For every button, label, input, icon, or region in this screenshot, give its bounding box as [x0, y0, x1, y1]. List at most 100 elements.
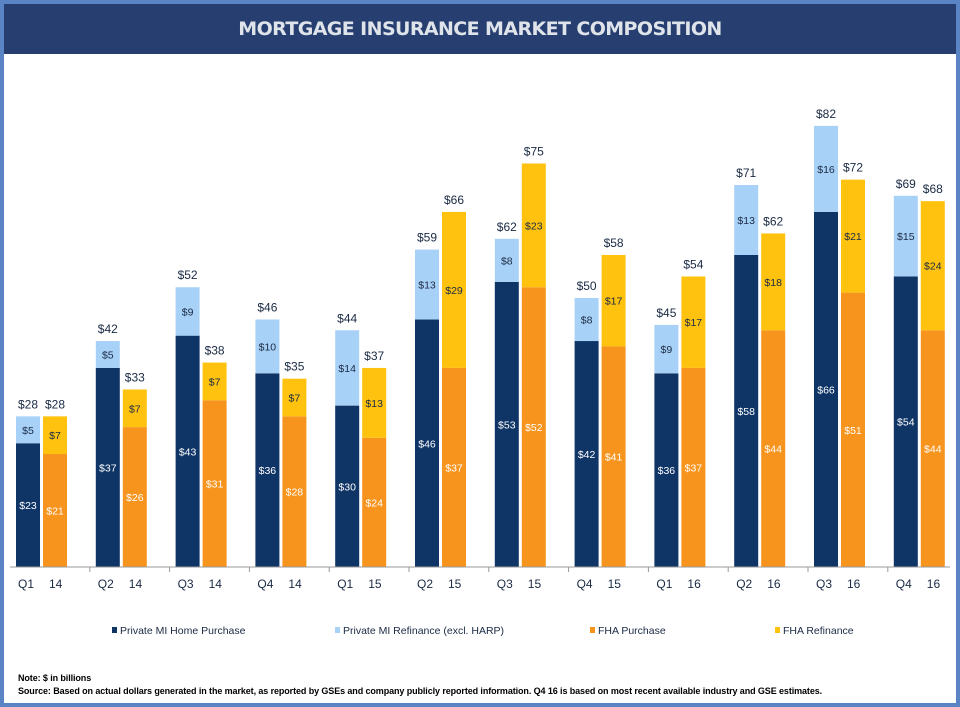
data-label: $16 [817, 164, 835, 176]
data-label: $14 [338, 363, 356, 375]
data-label: $31 [206, 479, 224, 491]
bar-segment [415, 249, 439, 320]
bar-segment [681, 276, 706, 368]
x-tick-quarter: Q2 [417, 577, 433, 591]
data-label: $36 [658, 465, 676, 477]
bar-segment [601, 254, 626, 347]
source-text: Source: Based on actual dollars generate… [18, 686, 823, 696]
bar-segment [43, 416, 67, 455]
data-label: $28 [286, 487, 304, 499]
total-label: $82 [816, 107, 836, 121]
x-tick-quarter: Q3 [497, 577, 513, 591]
bar-segment [255, 319, 280, 374]
bar-segment [574, 341, 599, 567]
data-label: $42 [578, 449, 596, 461]
total-label: $50 [577, 279, 597, 293]
note-text: Note: $ in billions [18, 673, 92, 683]
header-bar: MORTGAGE INSURANCE MARKET COMPOSITION [4, 4, 956, 54]
total-label: $66 [444, 193, 464, 207]
x-tick-year: 14 [209, 577, 223, 591]
x-tick-year: 16 [687, 577, 701, 591]
data-label: $5 [102, 349, 114, 361]
data-label: $37 [445, 462, 463, 474]
bar-segment [654, 324, 679, 374]
total-label: $62 [497, 220, 517, 234]
x-tick-year: 16 [767, 577, 781, 591]
bar-segment [362, 437, 387, 567]
x-tick-quarter: Q4 [577, 577, 593, 591]
x-tick-year: 15 [608, 577, 622, 591]
data-label: $15 [897, 231, 915, 243]
bar-segment [893, 195, 918, 277]
total-label: $46 [257, 301, 277, 315]
data-label: $21 [46, 506, 64, 518]
data-label: $54 [897, 417, 915, 429]
total-label: $52 [178, 268, 198, 282]
bar-segment [255, 373, 280, 567]
data-label: $23 [19, 500, 37, 512]
bar-segment [814, 125, 838, 212]
data-label: $17 [685, 317, 703, 329]
data-label: $58 [737, 406, 755, 418]
total-label: $75 [524, 145, 544, 159]
total-label: $37 [364, 349, 384, 363]
data-label: $30 [338, 481, 356, 493]
data-label: $13 [365, 398, 383, 410]
x-tick-year: 14 [129, 577, 143, 591]
bar-segment [202, 400, 227, 567]
bar-segment [761, 233, 786, 331]
data-label: $18 [764, 277, 782, 289]
bar-segment [734, 254, 759, 567]
chart-title: MORTGAGE INSURANCE MARKET COMPOSITION [238, 18, 722, 40]
total-label: $44 [337, 311, 357, 325]
data-label: $66 [817, 384, 835, 396]
total-label: $71 [736, 166, 756, 180]
total-label: $69 [896, 177, 916, 191]
data-label: $37 [685, 462, 703, 474]
data-label: $53 [498, 419, 516, 431]
data-label: $8 [581, 315, 593, 327]
data-label: $13 [737, 215, 755, 227]
x-tick-year: 15 [368, 577, 382, 591]
bar-segment [654, 373, 679, 567]
bar-segment [43, 454, 67, 567]
bar-segment [335, 330, 360, 406]
x-tick-quarter: Q2 [736, 577, 752, 591]
total-label: $68 [923, 182, 943, 196]
legend-swatch [112, 627, 117, 633]
x-tick-year: 14 [49, 577, 63, 591]
bar-segment [175, 335, 200, 567]
x-tick-year: 14 [288, 577, 302, 591]
data-label: $46 [418, 438, 436, 450]
total-label: $45 [656, 306, 676, 320]
x-tick-year: 16 [847, 577, 861, 591]
data-label: $24 [365, 497, 383, 509]
bar-segment [574, 298, 599, 342]
bar-segment [521, 287, 546, 567]
x-tick-year: 15 [448, 577, 462, 591]
legend-label: FHA Refinance [783, 625, 854, 637]
bar-segment [920, 330, 945, 567]
bar-segment [920, 201, 945, 331]
total-label: $62 [763, 214, 783, 228]
data-label: $7 [49, 430, 61, 442]
bar-segment [282, 416, 307, 567]
bar-segment [841, 179, 865, 293]
total-label: $58 [604, 236, 624, 250]
bar-segment [681, 367, 706, 567]
x-tick-quarter: Q4 [257, 577, 273, 591]
bar-segment [734, 185, 759, 255]
legend-swatch [335, 627, 340, 633]
x-tick-quarter: Q1 [656, 577, 672, 591]
bar-segment [521, 163, 546, 288]
bar-segment [442, 211, 466, 368]
data-label: $7 [289, 393, 301, 405]
total-label: $42 [98, 322, 118, 336]
data-label: $8 [501, 255, 513, 267]
bar-segment [175, 287, 200, 336]
bar-segment [494, 281, 519, 567]
bar-segment [362, 367, 387, 438]
data-label: $23 [525, 220, 543, 232]
bar-segment [95, 367, 120, 567]
total-label: $28 [45, 397, 65, 411]
